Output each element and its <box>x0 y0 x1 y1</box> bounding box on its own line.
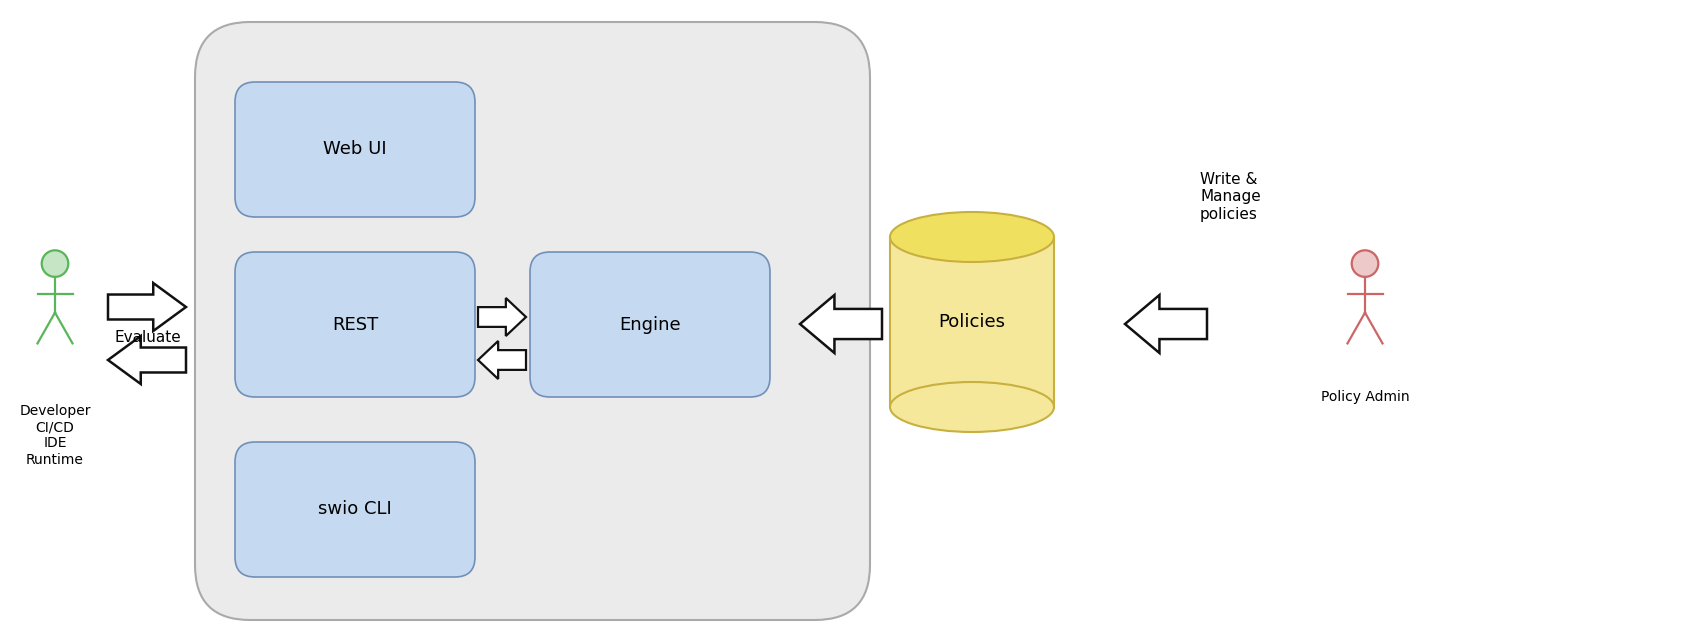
Text: swio CLI: swio CLI <box>319 501 392 519</box>
Text: Write &
Manage
policies: Write & Manage policies <box>1200 172 1261 222</box>
Text: Policy Admin: Policy Admin <box>1321 390 1409 404</box>
Text: REST: REST <box>332 315 378 333</box>
Polygon shape <box>1125 295 1206 353</box>
Text: Policies: Policies <box>939 313 1005 331</box>
Ellipse shape <box>889 212 1055 262</box>
Text: Developer
CI/CD
IDE
Runtime: Developer CI/CD IDE Runtime <box>19 404 90 467</box>
Polygon shape <box>479 298 527 336</box>
Circle shape <box>1351 250 1379 277</box>
FancyBboxPatch shape <box>194 22 871 620</box>
Circle shape <box>41 250 68 277</box>
Text: Evaluate: Evaluate <box>114 329 181 345</box>
Polygon shape <box>107 336 186 384</box>
Ellipse shape <box>889 382 1055 432</box>
FancyBboxPatch shape <box>235 82 475 217</box>
FancyBboxPatch shape <box>235 442 475 577</box>
Bar <box>889 237 1055 407</box>
Polygon shape <box>479 341 527 379</box>
FancyBboxPatch shape <box>235 252 475 397</box>
FancyBboxPatch shape <box>530 252 770 397</box>
Polygon shape <box>799 295 883 353</box>
Polygon shape <box>107 283 186 331</box>
Text: Web UI: Web UI <box>324 141 387 159</box>
Text: Engine: Engine <box>619 315 682 333</box>
